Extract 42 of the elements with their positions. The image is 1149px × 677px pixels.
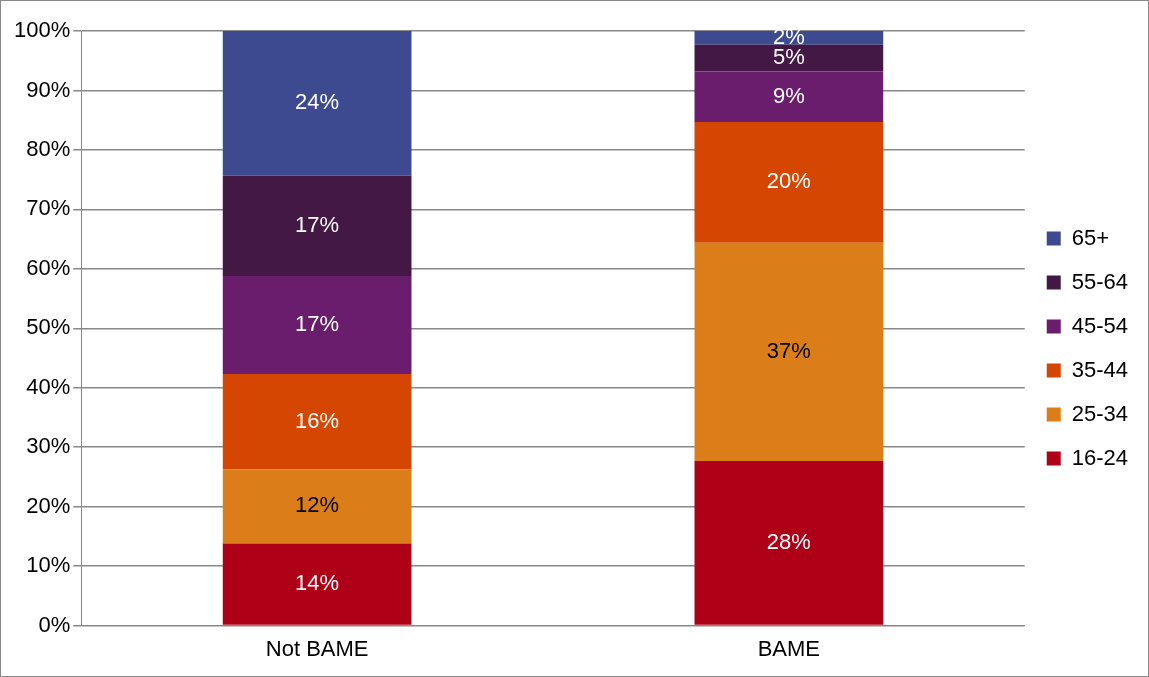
bar [222, 175, 412, 276]
data-label: 5% [772, 44, 805, 70]
data-label: 17% [295, 311, 340, 337]
y-tick-label: 30% [26, 433, 71, 459]
bar [694, 460, 884, 625]
legend-label: 55-64 [1071, 268, 1129, 294]
bar [694, 71, 884, 122]
bar [694, 242, 884, 461]
data-label: 28% [766, 528, 811, 554]
data-label: 20% [766, 168, 811, 194]
legend-label: 16-24 [1071, 444, 1129, 470]
y-tick-label: 40% [26, 373, 71, 399]
bar [222, 543, 412, 625]
bar [222, 31, 412, 176]
y-tick-label: 20% [26, 492, 71, 518]
y-tick-label: 60% [26, 254, 71, 280]
y-tick-label: 100% [13, 17, 71, 43]
data-label: 24% [295, 89, 340, 115]
x-tick-label: Not BAME [265, 635, 369, 661]
y-tick-label: 90% [26, 76, 71, 102]
bar [694, 121, 884, 243]
x-tick-label: BAME [757, 635, 821, 661]
bar [222, 275, 412, 375]
data-label: 9% [772, 82, 805, 108]
bar [694, 44, 884, 72]
bar [222, 469, 412, 544]
y-tick-label: 50% [26, 314, 71, 340]
data-label: 17% [295, 211, 340, 237]
data-label: 14% [295, 570, 340, 596]
data-label: 37% [766, 337, 811, 363]
data-label: 16% [295, 407, 340, 433]
y-tick-label: 70% [26, 195, 71, 221]
legend-label: 45-54 [1071, 312, 1129, 338]
data-label: 12% [295, 492, 340, 518]
legend-label: 25-34 [1071, 400, 1129, 426]
bar [694, 31, 884, 45]
bar [222, 374, 412, 470]
y-tick-label: 10% [26, 552, 71, 578]
legend-label: 65+ [1071, 224, 1110, 250]
legend-label: 35-44 [1071, 356, 1129, 382]
y-tick-label: 80% [26, 135, 71, 161]
y-tick-label: 0% [38, 611, 71, 637]
